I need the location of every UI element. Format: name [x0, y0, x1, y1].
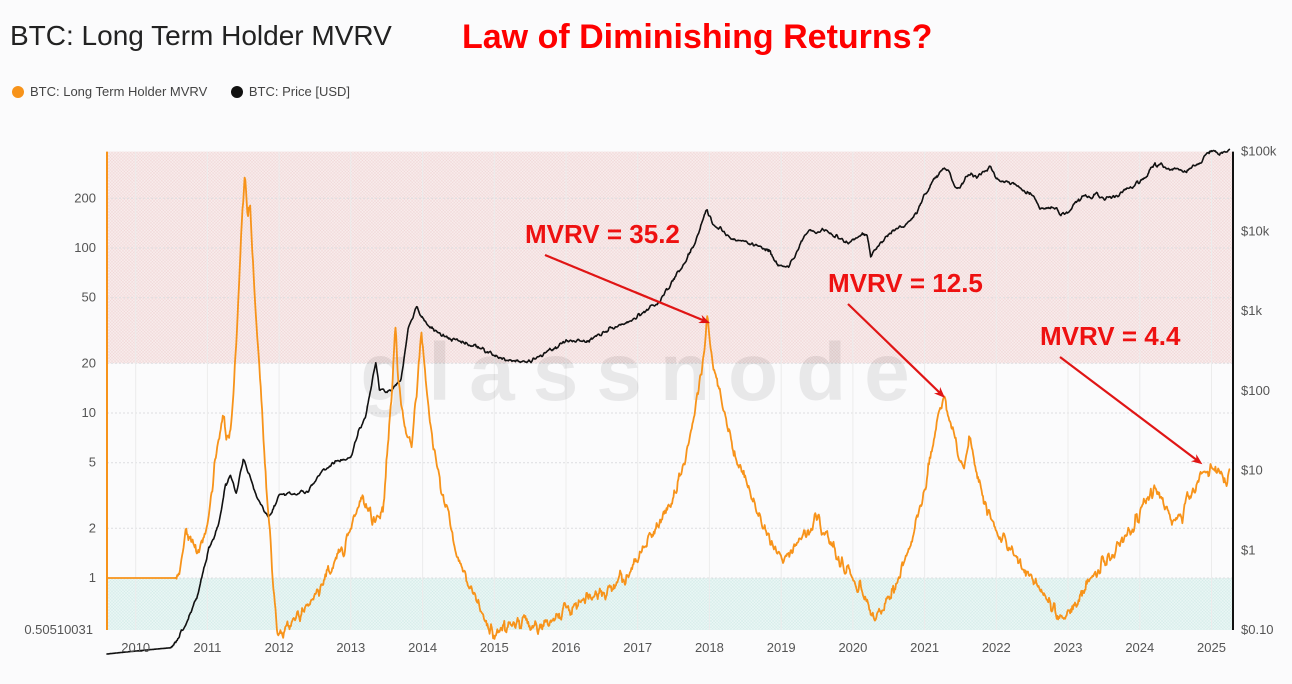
svg-text:$1: $1: [1241, 542, 1255, 557]
svg-text:2018: 2018: [695, 640, 724, 655]
svg-text:2017: 2017: [623, 640, 652, 655]
svg-text:MVRV = 4.4: MVRV = 4.4: [1040, 321, 1181, 351]
svg-text:20: 20: [82, 355, 96, 370]
svg-text:2015: 2015: [480, 640, 509, 655]
svg-text:5: 5: [89, 455, 96, 470]
svg-text:MVRV = 12.5: MVRV = 12.5: [828, 268, 983, 298]
svg-text:2024: 2024: [1125, 640, 1154, 655]
svg-text:$100k: $100k: [1241, 144, 1277, 159]
svg-text:2011: 2011: [193, 640, 221, 655]
svg-text:$1k: $1k: [1241, 303, 1262, 318]
svg-text:glassnode: glassnode: [360, 327, 928, 418]
svg-text:2013: 2013: [336, 640, 365, 655]
svg-text:2023: 2023: [1054, 640, 1083, 655]
svg-text:2021: 2021: [910, 640, 939, 655]
svg-text:$10k: $10k: [1241, 223, 1270, 238]
svg-text:2014: 2014: [408, 640, 437, 655]
svg-text:0.50510031: 0.50510031: [24, 622, 93, 637]
svg-text:2010: 2010: [121, 640, 150, 655]
svg-text:200: 200: [74, 190, 96, 205]
svg-text:2: 2: [89, 520, 96, 535]
svg-text:$10: $10: [1241, 463, 1263, 478]
svg-text:2025: 2025: [1197, 640, 1226, 655]
svg-text:1: 1: [89, 570, 96, 585]
svg-text:2022: 2022: [982, 640, 1011, 655]
svg-text:10: 10: [82, 405, 96, 420]
svg-text:2012: 2012: [265, 640, 294, 655]
svg-text:2020: 2020: [838, 640, 867, 655]
svg-text:MVRV = 35.2: MVRV = 35.2: [525, 219, 680, 249]
svg-text:$100: $100: [1241, 383, 1270, 398]
svg-text:100: 100: [74, 240, 96, 255]
svg-text:2019: 2019: [767, 640, 796, 655]
svg-text:$0.10: $0.10: [1241, 622, 1274, 637]
svg-text:50: 50: [82, 290, 96, 305]
svg-text:2016: 2016: [552, 640, 581, 655]
